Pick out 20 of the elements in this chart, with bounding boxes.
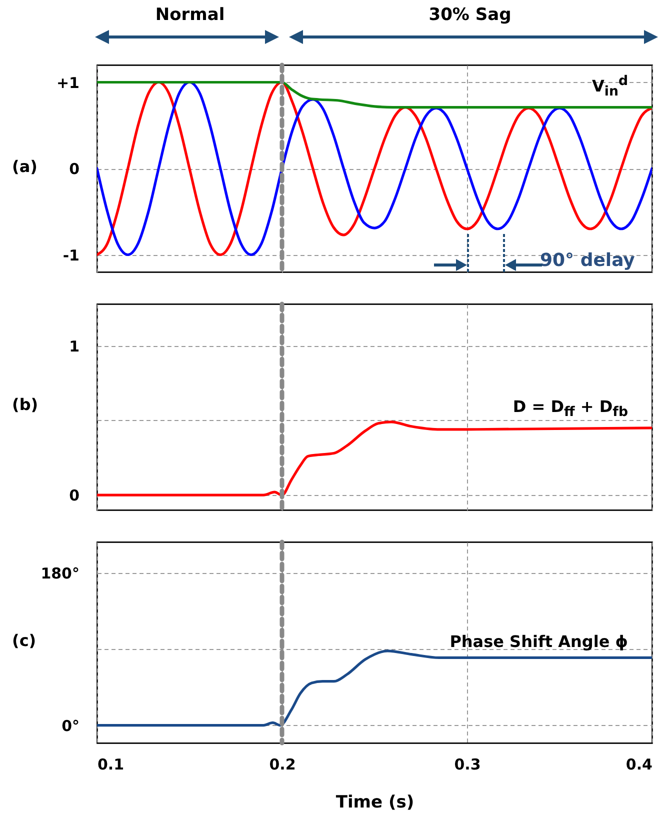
- x-tick-label: 0.3: [454, 756, 481, 774]
- y-tick-label: 0: [69, 160, 80, 178]
- y-tick-label: 0: [69, 486, 80, 505]
- y-tick-label: +1: [56, 74, 80, 92]
- x-tick-label: 0.1: [98, 756, 124, 774]
- series-label: D = D$_{ff}$ + D$_{fb}$: [512, 397, 628, 421]
- y-tick-label: -1: [62, 246, 80, 264]
- x-tick-label: 0.2: [269, 756, 296, 774]
- text: 30% Sag: [428, 5, 512, 25]
- series-label: Phase Shift Angle ϕ: [450, 632, 628, 651]
- text: (a): [12, 156, 38, 176]
- y-tick-label: 180°: [40, 564, 80, 583]
- y-tick-label: 0°: [62, 716, 80, 735]
- text: (b): [12, 395, 38, 414]
- text: Normal: [155, 5, 225, 25]
- x-tick-label: 0.4: [626, 756, 652, 774]
- x-axis-title: Time (s): [336, 792, 414, 812]
- text: (c): [12, 630, 36, 650]
- y-tick-label: 1: [69, 337, 80, 356]
- annotation: 90° delay: [540, 250, 635, 271]
